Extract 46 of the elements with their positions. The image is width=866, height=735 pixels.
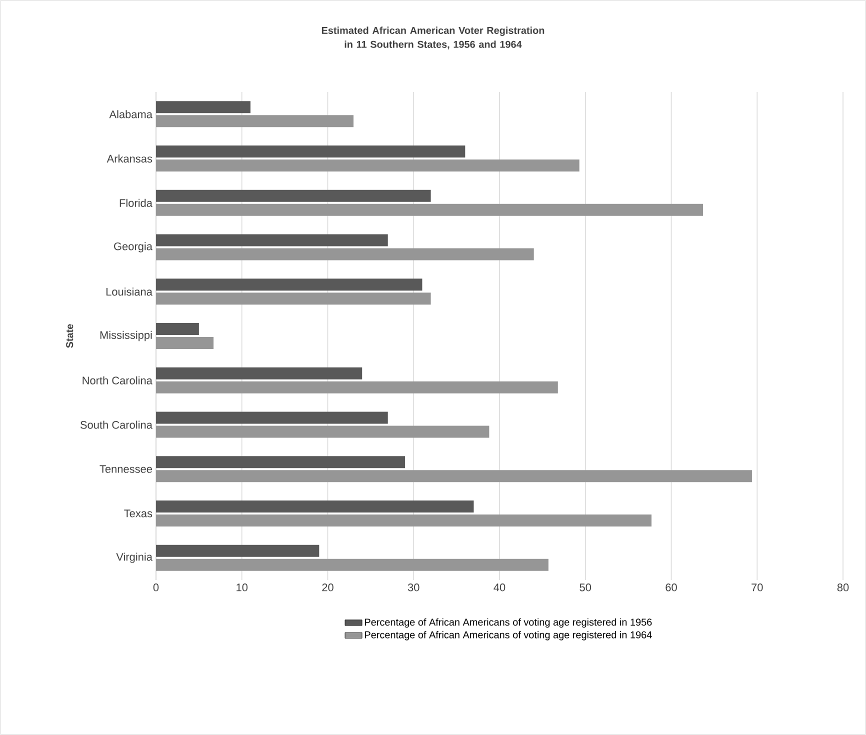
x-tick-label: 30 [408, 584, 420, 592]
bar [156, 381, 558, 394]
bar [156, 426, 490, 438]
y-tick-label: Alabama [109, 110, 152, 118]
y-tick-label: Virginia [116, 552, 152, 563]
bar [156, 456, 406, 468]
x-tick-label: 10 [236, 584, 248, 592]
bar [156, 544, 320, 557]
bar [156, 558, 548, 571]
y-tick-label: Florida [120, 198, 152, 207]
x-tick-label: 20 [322, 584, 334, 592]
x-tick-label: 60 [666, 584, 677, 592]
y-tick-label: Texas [124, 510, 152, 518]
bar [156, 115, 354, 128]
x-tick-label: 50 [580, 584, 592, 592]
bar [156, 412, 388, 424]
y-tick-label: Mississippi [100, 330, 152, 342]
y-tick-label: Arkansas [106, 154, 152, 163]
legend-label: Percentage of African Americans of voting age registered in 1956 [365, 618, 652, 628]
bar [156, 323, 199, 336]
bar [156, 292, 431, 305]
bar [156, 204, 704, 216]
y-tick-label: South Carolina [80, 420, 152, 429]
bar [156, 367, 362, 380]
bar [156, 146, 466, 158]
bar [156, 500, 474, 512]
bar [156, 514, 652, 526]
x-tick-label: 80 [837, 584, 849, 592]
bar [156, 278, 422, 291]
y-tick-label: Tennessee [100, 465, 152, 473]
chart-title: Estimated African American Voter Registration in 11 Southern States, 1956 and 1964 [322, 26, 544, 50]
y-tick-label: Georgia [114, 242, 152, 252]
x-tick-label: 0 [153, 584, 159, 592]
x-tick-label: 70 [752, 584, 763, 592]
bar [156, 337, 214, 350]
y-tick-label: North Carolina [82, 376, 152, 384]
y-axis-title: State [66, 324, 74, 348]
bar [156, 190, 431, 202]
y-tick-label: Louisiana [106, 288, 152, 296]
bar [156, 470, 752, 482]
bar [156, 248, 534, 260]
bar [156, 101, 250, 114]
x-tick-label: 40 [494, 584, 506, 592]
bar [156, 160, 580, 172]
legend-label: Percentage of African Americans of voting age registered in 1964 [365, 631, 652, 640]
bar [156, 234, 388, 246]
